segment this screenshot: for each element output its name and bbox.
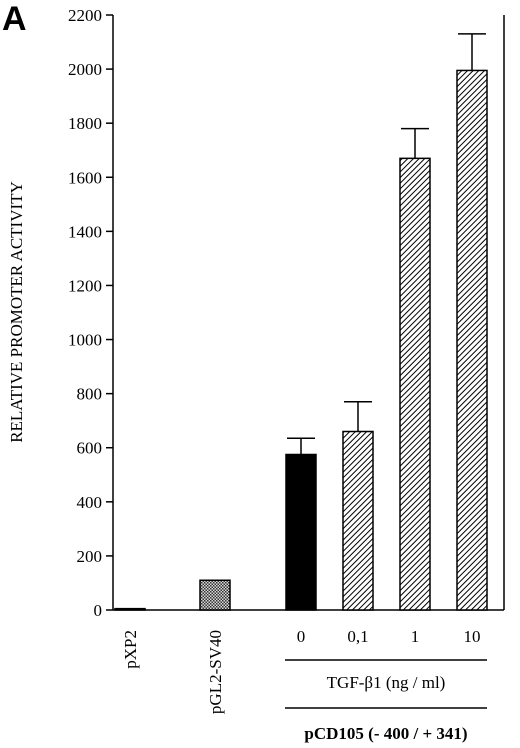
x-tick-label: pGL2-SV40 [206, 630, 225, 714]
y-tick-label: 1800 [68, 114, 102, 133]
bar-pGL2-SV40 [199, 579, 231, 611]
y-tick-label: 2000 [68, 60, 102, 79]
x-axis-labels: pXP2 pGL2-SV40 0 0,1 1 10 [121, 627, 481, 714]
bar-1 [399, 157, 431, 611]
y-axis-label: RELATIVE PROMOTER ACTIVITY [7, 181, 26, 443]
y-tick-label: 0 [94, 601, 103, 620]
x-tick-label: 10 [464, 627, 481, 646]
y-axis-ticks: 0 200 400 600 800 1000 1200 1400 1600 1800 2000 220… [68, 6, 113, 620]
y-tick-label: 1000 [68, 331, 102, 350]
y-tick-label: 200 [77, 547, 103, 566]
y-tick-label: 1600 [68, 168, 102, 187]
panel-label: A [2, 0, 27, 38]
x-tick-label: pXP2 [121, 630, 140, 669]
y-tick-label: 1200 [68, 276, 102, 295]
y-tick-label: 600 [77, 439, 103, 458]
bar-0,1 [342, 430, 374, 611]
group-label-treatment: TGF-β1 (ng / ml) [327, 673, 446, 692]
x-tick-label: 0 [297, 627, 306, 646]
y-tick-label: 2200 [68, 6, 102, 25]
x-tick-label: 0,1 [347, 627, 368, 646]
y-tick-label: 400 [77, 493, 103, 512]
group-label-construct: pCD105 (- 400 / + 341) [304, 724, 467, 743]
x-tick-label: 1 [411, 627, 420, 646]
y-tick-label: 1400 [68, 222, 102, 241]
bar-0 [285, 453, 317, 611]
bar-pXP2 [114, 607, 146, 611]
bar-10 [456, 69, 488, 611]
bars [114, 33, 488, 611]
y-tick-label: 800 [77, 385, 103, 404]
